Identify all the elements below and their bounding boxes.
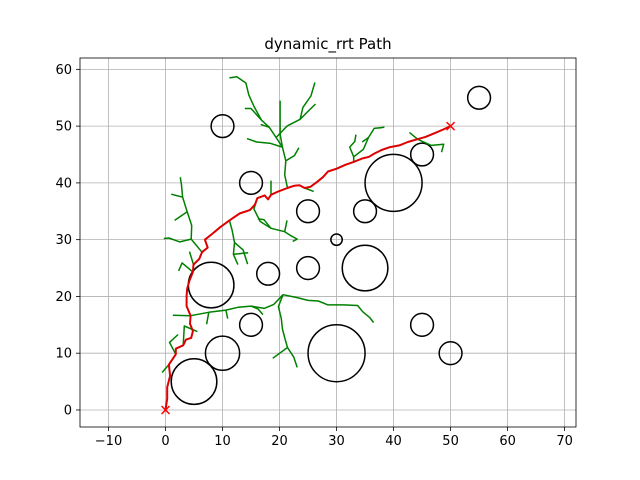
tree-branch bbox=[277, 294, 298, 368]
obstacle-circle bbox=[255, 261, 281, 286]
tree-branch bbox=[228, 220, 239, 265]
obstacle-circle bbox=[238, 170, 264, 196]
tree-branch bbox=[225, 309, 229, 319]
tree-branch bbox=[205, 312, 210, 325]
tree-branch bbox=[272, 346, 288, 359]
tree-branch bbox=[190, 293, 375, 323]
x-tick-label: 50 bbox=[442, 434, 459, 449]
y-tick-label: 50 bbox=[55, 120, 72, 135]
y-tick-label: 30 bbox=[55, 233, 72, 248]
tree-branch bbox=[353, 126, 385, 158]
obstacle-circle bbox=[295, 255, 321, 281]
obstacle-circle bbox=[330, 233, 344, 247]
path-line bbox=[164, 125, 452, 411]
plot-area bbox=[161, 75, 492, 411]
tree-branch bbox=[299, 103, 317, 120]
tree-branch bbox=[172, 314, 191, 317]
tree-branch bbox=[260, 123, 270, 129]
tree-branch bbox=[409, 131, 418, 140]
tree-branch bbox=[229, 75, 289, 189]
axes: −10 0 10 20 30 40 50 60 70 0 10 20 30 40 50 60 bbox=[55, 57, 577, 449]
tree-branch bbox=[283, 220, 288, 232]
x-tick-label: 0 bbox=[161, 434, 169, 449]
tree-branch bbox=[417, 138, 445, 153]
obstacle-circle bbox=[187, 261, 235, 309]
tree-branch bbox=[163, 237, 203, 253]
tree-branch bbox=[179, 177, 184, 198]
grid-lines bbox=[80, 58, 576, 427]
tree-branch bbox=[361, 136, 369, 143]
x-tick-label: 20 bbox=[271, 434, 288, 449]
tree-branch bbox=[161, 364, 170, 373]
y-tick-label: 20 bbox=[55, 290, 72, 305]
tree-branch bbox=[171, 193, 193, 240]
tree-branch bbox=[168, 333, 179, 355]
tree-branch bbox=[233, 251, 249, 256]
obstacle-circle bbox=[466, 85, 492, 110]
obstacle-circle bbox=[352, 199, 378, 224]
y-tick-label: 60 bbox=[55, 63, 72, 78]
obstacle-circle bbox=[341, 244, 389, 292]
y-tick-label: 10 bbox=[55, 347, 72, 362]
obstacle-circle bbox=[364, 153, 423, 213]
obstacle-circle bbox=[438, 341, 463, 366]
tree-branch bbox=[174, 211, 188, 222]
tree-branch bbox=[253, 197, 298, 243]
x-tick-label: 10 bbox=[214, 434, 231, 449]
goal-marker bbox=[446, 121, 456, 131]
axes-frame bbox=[79, 57, 577, 428]
tree-branch bbox=[177, 262, 194, 273]
tree-branch bbox=[246, 137, 283, 148]
obstacle-circle bbox=[409, 312, 435, 337]
tree-branch bbox=[188, 251, 195, 265]
y-tick-label: 0 bbox=[64, 403, 72, 418]
x-tick-label: −10 bbox=[95, 434, 122, 449]
obstacle-circle bbox=[307, 323, 366, 383]
y-tick-label: 40 bbox=[55, 176, 72, 191]
start-marker bbox=[160, 405, 171, 415]
tree-branch bbox=[257, 217, 272, 229]
obstacle-circle bbox=[409, 142, 435, 167]
obstacle-circle bbox=[238, 312, 264, 337]
tree-branch bbox=[285, 147, 300, 162]
x-tick-label: 40 bbox=[385, 434, 402, 449]
obstacle-circle bbox=[170, 358, 218, 406]
obstacle-circle bbox=[295, 199, 321, 224]
tree-branch bbox=[279, 100, 284, 148]
tree-branch bbox=[250, 305, 264, 316]
obstacle-circle bbox=[210, 113, 235, 139]
tree-branch bbox=[234, 241, 249, 265]
x-tick-label: 70 bbox=[556, 434, 573, 449]
tree-branch bbox=[244, 107, 262, 121]
x-tick-label: 30 bbox=[328, 434, 345, 449]
x-tick-label: 60 bbox=[499, 434, 516, 449]
obstacle-circle bbox=[204, 335, 241, 372]
chart-title: dynamic_rrt Path bbox=[264, 35, 391, 54]
tree-branch bbox=[275, 82, 316, 139]
tree-branch bbox=[348, 134, 357, 162]
